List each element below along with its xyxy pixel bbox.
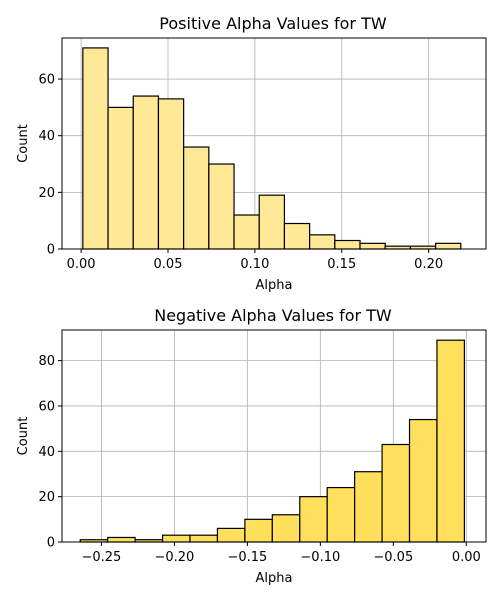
x-tick-label: 0.00 xyxy=(67,257,96,272)
histogram-bar xyxy=(299,496,328,543)
histogram-bar xyxy=(381,443,411,543)
x-axis-label: Alpha xyxy=(256,571,293,586)
histogram-bar xyxy=(132,95,160,250)
histogram-bar xyxy=(157,98,185,250)
x-ticks: 0.00 0.05 0.10 0.15 0.20 xyxy=(67,249,443,272)
x-axis-label: Alpha xyxy=(256,278,293,293)
y-axis-label: Count xyxy=(16,417,31,456)
histogram-bar xyxy=(334,239,361,250)
histogram-bar xyxy=(408,418,438,543)
x-tick-label: −0.20 xyxy=(154,550,194,565)
histogram-bar xyxy=(436,339,465,543)
chart-title: Negative Alpha Values for TW xyxy=(154,306,392,325)
bars xyxy=(79,339,465,543)
histogram-bar xyxy=(309,234,336,250)
x-tick-label: −0.15 xyxy=(227,550,267,565)
y-tick-label: 60 xyxy=(38,73,55,88)
x-tick-label: 0.00 xyxy=(452,550,481,565)
chart-title: Positive Alpha Values for TW xyxy=(159,14,387,33)
y-axis-label: Count xyxy=(16,124,31,163)
histogram-bar xyxy=(283,222,311,250)
y-tick-label: 80 xyxy=(38,354,55,369)
histogram-bar xyxy=(189,534,219,543)
x-tick-label: 0.15 xyxy=(327,257,356,272)
x-tick-label: 0.05 xyxy=(154,257,183,272)
histogram-bar xyxy=(354,471,383,543)
plot-frame xyxy=(61,37,487,250)
x-tick-label: 0.20 xyxy=(414,257,443,272)
y-tick-label: 0 xyxy=(47,536,55,551)
plot-frame xyxy=(61,329,487,543)
histogram-bar xyxy=(161,534,191,543)
histogram-bar xyxy=(435,242,462,250)
histogram-bar xyxy=(208,163,235,250)
x-tick-label: −0.10 xyxy=(300,550,340,565)
histogram-bar xyxy=(107,106,134,250)
histogram-bar xyxy=(326,486,356,543)
histogram-bar xyxy=(233,214,260,250)
y-tick-label: 20 xyxy=(38,186,55,201)
chart-negative-alpha: Negative Alpha Values for TW −0.25 −0.20−… xyxy=(16,306,487,586)
bars xyxy=(82,47,462,250)
y-tick-label: 20 xyxy=(38,490,55,505)
histogram-bar xyxy=(183,146,210,250)
y-ticks: 0 20 40 60 xyxy=(38,73,62,258)
x-tick-label: 0.10 xyxy=(240,257,269,272)
histogram-bar xyxy=(107,536,136,543)
histogram-bar xyxy=(82,47,109,250)
histogram-bar xyxy=(216,527,246,543)
y-tick-label: 40 xyxy=(38,445,55,460)
histogram-bar xyxy=(258,194,286,250)
x-ticks: −0.25 −0.20 −0.15 −0.10 −0.05 0.00 xyxy=(81,542,481,565)
chart-positive-alpha: Positive Alpha Values for TW 0.00 0.05 0.1… xyxy=(16,14,487,293)
x-tick-label: −0.25 xyxy=(81,550,121,565)
x-tick-label: −0.05 xyxy=(373,550,413,565)
histogram-bar xyxy=(359,242,386,250)
histogram-bar xyxy=(271,514,301,543)
y-tick-label: 40 xyxy=(38,129,55,144)
y-tick-label: 0 xyxy=(47,243,55,258)
y-tick-label: 60 xyxy=(38,399,55,414)
y-ticks: 0 20 40 60 80 xyxy=(38,354,62,551)
histogram-bar xyxy=(244,518,273,543)
